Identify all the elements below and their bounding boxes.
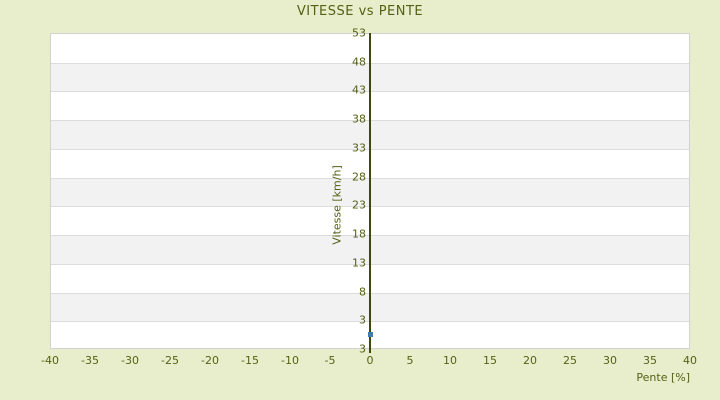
- y-tick-label: 3: [359, 342, 366, 356]
- data-point: [367, 332, 373, 338]
- y-tick-label: 38: [352, 112, 366, 126]
- x-tick-label: 0: [366, 354, 374, 367]
- y-tick-label: 48: [352, 55, 366, 69]
- y-tick-label: 53: [352, 26, 366, 40]
- x-tick-label: -35: [81, 354, 99, 367]
- y-tick-label: 33: [352, 141, 366, 155]
- x-tick-label: -25: [161, 354, 179, 367]
- x-tick-label: -30: [121, 354, 139, 367]
- y-axis-line: [369, 33, 371, 353]
- y-tick-label: 28: [352, 170, 366, 184]
- x-tick-label: -10: [281, 354, 299, 367]
- y-tick-label: 23: [352, 198, 366, 212]
- x-tick-label: -5: [324, 354, 336, 367]
- y-tick-label: 43: [352, 83, 366, 97]
- x-tick-label: 25: [563, 354, 577, 367]
- x-tick-label: 5: [406, 354, 414, 367]
- x-tick-label: 30: [603, 354, 617, 367]
- y-tick-label: 8: [359, 285, 366, 299]
- x-tick-label: 10: [443, 354, 457, 367]
- x-tick-label: 40: [683, 354, 697, 367]
- y-tick-label: 3: [359, 313, 366, 327]
- x-tick-label: 15: [483, 354, 497, 367]
- chart-title: VITESSE vs PENTE: [296, 4, 424, 19]
- y-tick-label: 13: [352, 256, 366, 270]
- x-tick-label: 20: [523, 354, 537, 367]
- x-axis-title: Pente [%]: [636, 371, 690, 384]
- x-tick-label: 35: [643, 354, 657, 367]
- y-tick-label: 18: [352, 227, 366, 241]
- x-tick-label: -40: [41, 354, 59, 367]
- x-tick-label: -15: [241, 354, 259, 367]
- x-tick-label: -20: [201, 354, 219, 367]
